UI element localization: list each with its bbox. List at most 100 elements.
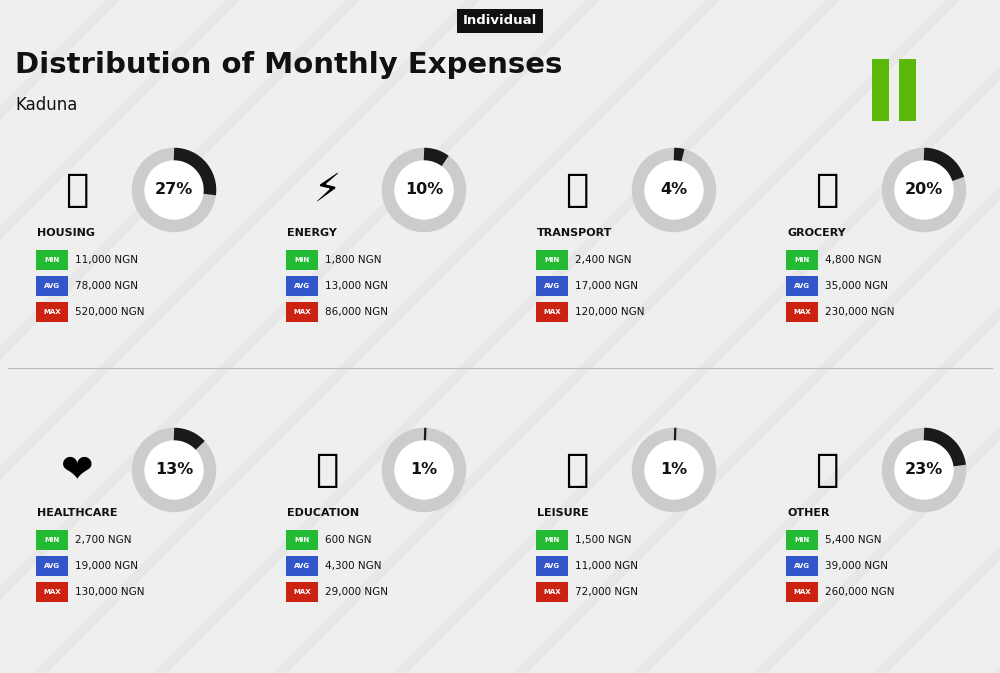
Text: Individual: Individual: [463, 15, 537, 28]
Text: 20%: 20%: [905, 182, 943, 197]
Text: AVG: AVG: [544, 563, 560, 569]
Text: MAX: MAX: [43, 589, 61, 595]
FancyBboxPatch shape: [536, 250, 568, 270]
Circle shape: [638, 434, 710, 506]
Text: 600 NGN: 600 NGN: [325, 535, 372, 545]
Text: AVG: AVG: [794, 283, 810, 289]
Text: MIN: MIN: [44, 537, 60, 543]
Circle shape: [888, 434, 960, 506]
FancyBboxPatch shape: [786, 250, 818, 270]
Text: 🚌: 🚌: [565, 171, 589, 209]
Text: 29,000 NGN: 29,000 NGN: [325, 587, 388, 597]
FancyBboxPatch shape: [36, 302, 68, 322]
FancyBboxPatch shape: [286, 250, 318, 270]
Text: 4,300 NGN: 4,300 NGN: [325, 561, 382, 571]
Text: 2,700 NGN: 2,700 NGN: [75, 535, 132, 545]
Text: OTHER: OTHER: [787, 508, 830, 518]
FancyBboxPatch shape: [286, 582, 318, 602]
Text: MIN: MIN: [294, 257, 310, 263]
Text: ENERGY: ENERGY: [287, 228, 337, 238]
FancyBboxPatch shape: [36, 250, 68, 270]
Circle shape: [638, 154, 710, 226]
FancyBboxPatch shape: [286, 302, 318, 322]
FancyBboxPatch shape: [286, 557, 318, 575]
Text: HOUSING: HOUSING: [37, 228, 95, 238]
FancyBboxPatch shape: [36, 530, 68, 550]
Text: 13%: 13%: [155, 462, 193, 478]
Text: 11,000 NGN: 11,000 NGN: [75, 255, 138, 265]
Text: 17,000 NGN: 17,000 NGN: [575, 281, 638, 291]
Text: 🏢: 🏢: [65, 171, 89, 209]
Text: 4,800 NGN: 4,800 NGN: [825, 255, 882, 265]
Text: 1%: 1%: [410, 462, 438, 478]
Text: 230,000 NGN: 230,000 NGN: [825, 307, 895, 317]
Text: MAX: MAX: [543, 589, 561, 595]
Text: Distribution of Monthly Expenses: Distribution of Monthly Expenses: [15, 51, 562, 79]
Text: 520,000 NGN: 520,000 NGN: [75, 307, 144, 317]
Text: 120,000 NGN: 120,000 NGN: [575, 307, 644, 317]
Text: 130,000 NGN: 130,000 NGN: [75, 587, 144, 597]
Text: 27%: 27%: [155, 182, 193, 197]
Text: MAX: MAX: [293, 309, 311, 315]
Text: 78,000 NGN: 78,000 NGN: [75, 281, 138, 291]
FancyBboxPatch shape: [786, 302, 818, 322]
FancyBboxPatch shape: [536, 530, 568, 550]
Text: 86,000 NGN: 86,000 NGN: [325, 307, 388, 317]
Text: 1%: 1%: [660, 462, 688, 478]
Text: MIN: MIN: [794, 257, 810, 263]
FancyBboxPatch shape: [899, 59, 916, 121]
Text: EDUCATION: EDUCATION: [287, 508, 359, 518]
Text: AVG: AVG: [44, 563, 60, 569]
FancyBboxPatch shape: [786, 557, 818, 575]
Text: MAX: MAX: [293, 589, 311, 595]
Text: AVG: AVG: [294, 563, 310, 569]
Text: 🛍: 🛍: [565, 451, 589, 489]
Text: 260,000 NGN: 260,000 NGN: [825, 587, 895, 597]
Circle shape: [888, 154, 960, 226]
Text: 5,400 NGN: 5,400 NGN: [825, 535, 882, 545]
Text: AVG: AVG: [544, 283, 560, 289]
Text: AVG: AVG: [794, 563, 810, 569]
FancyBboxPatch shape: [536, 302, 568, 322]
Text: TRANSPORT: TRANSPORT: [537, 228, 612, 238]
Text: LEISURE: LEISURE: [537, 508, 589, 518]
Text: MIN: MIN: [44, 257, 60, 263]
Text: 11,000 NGN: 11,000 NGN: [575, 561, 638, 571]
FancyBboxPatch shape: [36, 557, 68, 575]
Text: AVG: AVG: [44, 283, 60, 289]
Text: 39,000 NGN: 39,000 NGN: [825, 561, 888, 571]
Text: 💰: 💰: [815, 451, 839, 489]
FancyBboxPatch shape: [36, 276, 68, 295]
Text: 13,000 NGN: 13,000 NGN: [325, 281, 388, 291]
Text: 72,000 NGN: 72,000 NGN: [575, 587, 638, 597]
Text: HEALTHCARE: HEALTHCARE: [37, 508, 118, 518]
Text: 4%: 4%: [660, 182, 688, 197]
Circle shape: [388, 154, 460, 226]
Text: MIN: MIN: [794, 537, 810, 543]
Text: 2,400 NGN: 2,400 NGN: [575, 255, 632, 265]
Circle shape: [138, 434, 210, 506]
Text: 🎓: 🎓: [315, 451, 339, 489]
Text: ⚡: ⚡: [313, 171, 341, 209]
Text: MIN: MIN: [294, 537, 310, 543]
Circle shape: [388, 434, 460, 506]
FancyBboxPatch shape: [872, 59, 889, 121]
FancyBboxPatch shape: [286, 276, 318, 295]
Text: MAX: MAX: [793, 309, 811, 315]
Text: AVG: AVG: [294, 283, 310, 289]
Text: MAX: MAX: [793, 589, 811, 595]
Text: MAX: MAX: [43, 309, 61, 315]
Text: 1,500 NGN: 1,500 NGN: [575, 535, 632, 545]
FancyBboxPatch shape: [536, 276, 568, 295]
Text: 23%: 23%: [905, 462, 943, 478]
FancyBboxPatch shape: [786, 582, 818, 602]
FancyBboxPatch shape: [286, 530, 318, 550]
Text: MIN: MIN: [544, 257, 560, 263]
Text: 35,000 NGN: 35,000 NGN: [825, 281, 888, 291]
Text: MAX: MAX: [543, 309, 561, 315]
FancyBboxPatch shape: [536, 557, 568, 575]
Text: Kaduna: Kaduna: [15, 96, 77, 114]
Text: MIN: MIN: [544, 537, 560, 543]
Text: 🛒: 🛒: [815, 171, 839, 209]
FancyBboxPatch shape: [786, 530, 818, 550]
